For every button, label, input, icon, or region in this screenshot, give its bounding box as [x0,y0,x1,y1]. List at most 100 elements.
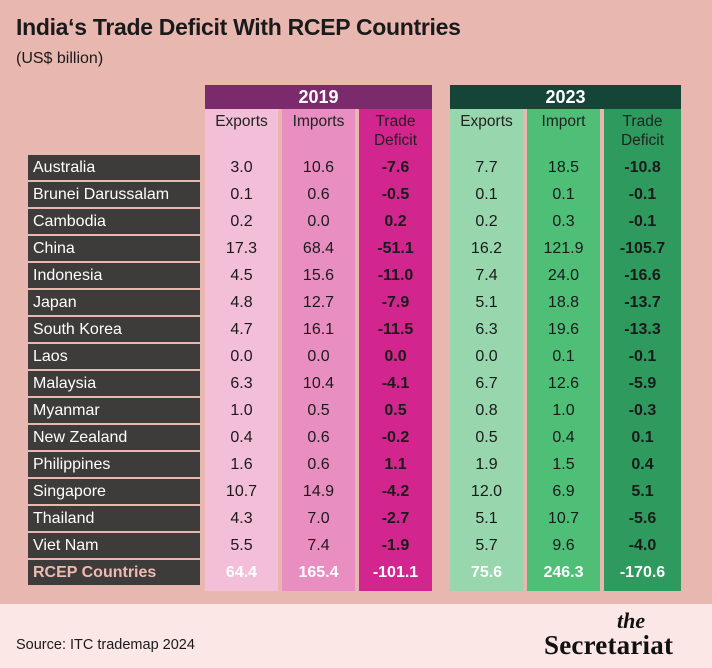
table-cell: -0.5 [381,185,410,203]
table-cell: -16.6 [624,266,661,284]
table-cell: -7.6 [381,158,410,176]
table-cell: -11.5 [377,320,414,338]
table-cell: -13.3 [624,320,661,338]
table-cell: -2.7 [381,509,410,527]
total-cell: 75.6 [470,563,503,581]
table-cell: 1.5 [552,455,575,473]
total-cell: -170.6 [619,563,666,581]
table-cell: -13.7 [624,293,661,311]
column-header-exports-2023: Exports [450,109,523,153]
column-background [604,153,681,591]
table-cell: 0.0 [475,347,498,365]
row-label-malaysia: Malaysia [28,371,200,396]
table-cell: -0.1 [628,185,657,203]
table-cell: 4.7 [230,320,253,338]
table-cell: 0.5 [475,428,498,446]
table-cell: -0.1 [628,212,657,230]
table-cell: 10.7 [547,509,580,527]
table-cell: -5.6 [628,509,657,527]
total-cell: 64.4 [225,563,258,581]
table-cell: -0.1 [628,347,657,365]
table-cell: 0.1 [475,185,498,203]
total-cell: 246.3 [543,563,584,581]
table-cell: 5.1 [475,293,498,311]
table-cell: -7.9 [381,293,410,311]
table-cell: 0.5 [384,401,407,419]
table-cell: 6.3 [230,374,253,392]
table-cell: -4.0 [628,536,657,554]
source-note: Source: ITC trademap 2024 [16,637,195,653]
table-cell: 0.4 [552,428,575,446]
year-header-2023: 2023 [450,85,681,109]
table-cell: 0.1 [230,185,253,203]
table-cell: 121.9 [543,239,584,257]
table-cell: -5.9 [628,374,657,392]
table-cell: 3.0 [230,158,253,176]
row-label-brunei-darussalam: Brunei Darussalam [28,182,200,207]
row-label-thailand: Thailand [28,506,200,531]
table-cell: 0.0 [307,212,330,230]
table-cell: 0.2 [384,212,407,230]
table-cell: 4.5 [230,266,253,284]
row-label-cambodia: Cambodia [28,209,200,234]
table-cell: -4.2 [381,482,410,500]
table-cell: 0.6 [307,428,330,446]
table-cell: 0.0 [384,347,407,365]
total-cell: -101.1 [372,563,419,581]
table-cell: 16.1 [302,320,335,338]
table-cell: 0.4 [230,428,253,446]
row-label-china: China [28,236,200,261]
table-cell: -0.3 [628,401,657,419]
table-cell: 6.9 [552,482,575,500]
table-cell: 9.6 [552,536,575,554]
table-cell: 0.3 [552,212,575,230]
table-cell: -11.0 [377,266,414,284]
column-header-trade-deficit-2023: Trade Deficit [604,109,681,153]
table-cell: 0.0 [230,347,253,365]
table-cell: -51.1 [377,239,414,257]
logo-secretariat: Secretariat [544,630,674,660]
table-cell: 0.8 [475,401,498,419]
table-cell: 0.6 [307,455,330,473]
table-cell: 0.2 [230,212,253,230]
table-cell: 19.6 [547,320,580,338]
row-label-japan: Japan [28,290,200,315]
table-cell: 5.1 [631,482,654,500]
table-cell: 10.7 [225,482,258,500]
table-cell: 4.3 [230,509,253,527]
row-label-south-korea: South Korea [28,317,200,342]
row-label-myanmar: Myanmar [28,398,200,423]
column-header-exports-2019: Exports [205,109,278,153]
table-cell: 7.4 [307,536,330,554]
table-cell: 0.1 [552,347,575,365]
table-cell: 0.6 [307,185,330,203]
table-cell: -105.7 [619,239,666,257]
table-cell: 5.5 [230,536,253,554]
footer: Source: ITC trademap 2024 the Secretaria… [0,604,712,668]
table-cell: 10.4 [302,374,335,392]
table-cell: 7.4 [475,266,498,284]
table-cell: 1.6 [230,455,253,473]
year-header-2019: 2019 [205,85,432,109]
table-cell: 10.6 [302,158,335,176]
chart-subtitle: (US$ billion) [16,50,104,67]
table-cell: 0.1 [631,428,654,446]
table-cell: 0.5 [307,401,330,419]
table-cell: 12.0 [470,482,503,500]
table-cell: 6.7 [475,374,498,392]
table-cell: 7.7 [475,158,498,176]
row-label-viet-nam: Viet Nam [28,533,200,558]
table-cell: -10.8 [624,158,661,176]
row-label-australia: Australia [28,155,200,180]
column-background [450,153,523,591]
table-cell: 18.8 [547,293,580,311]
table-cell: 7.0 [307,509,330,527]
table-cell: 0.0 [307,347,330,365]
column-background [282,153,355,591]
column-header-imports-2019: Imports [282,109,355,153]
column-background [527,153,600,591]
table-cell: 12.6 [547,374,580,392]
table-cell: 0.1 [552,185,575,203]
table-cell: 14.9 [302,482,335,500]
table-cell: 0.4 [631,455,654,473]
